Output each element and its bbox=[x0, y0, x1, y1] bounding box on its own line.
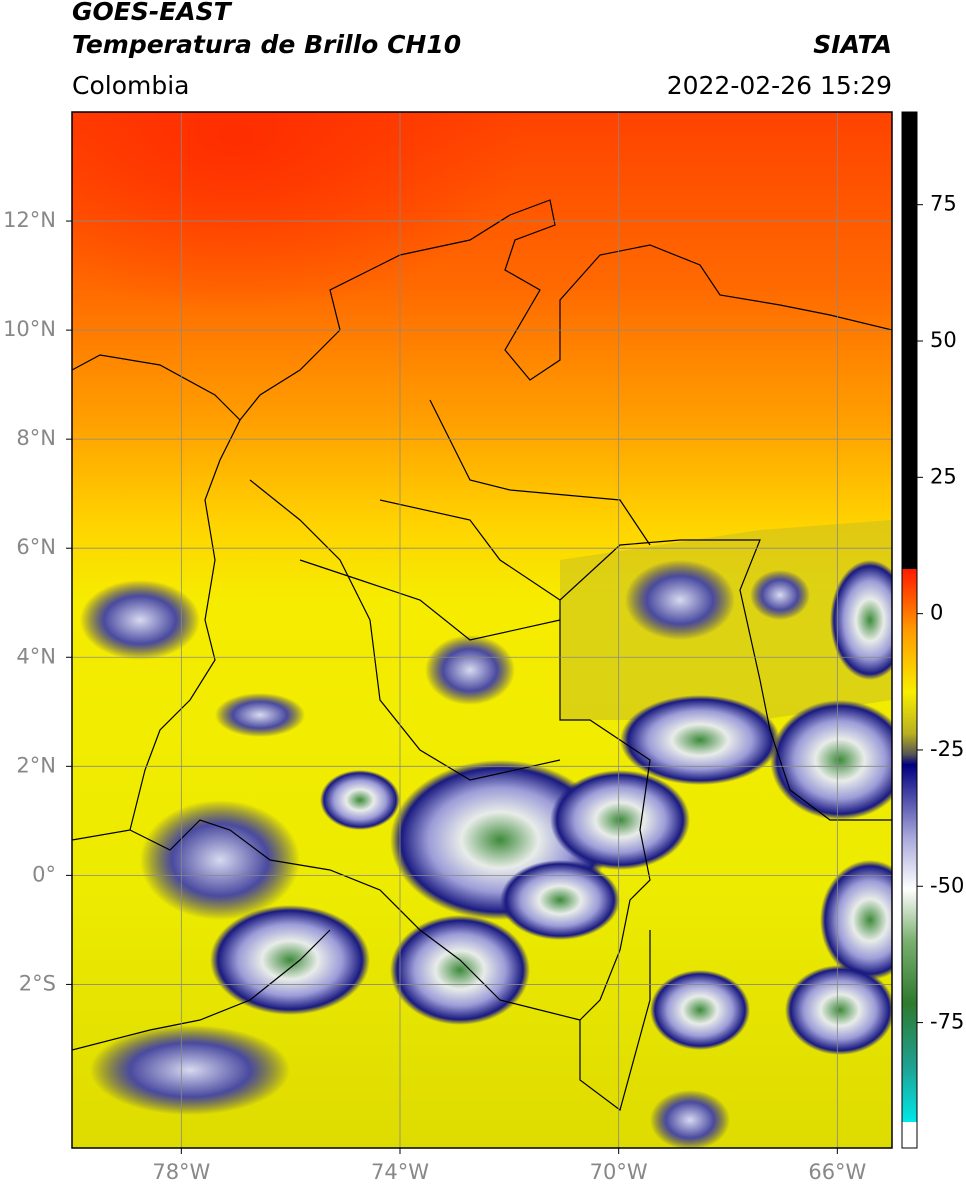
map-frame bbox=[71, 111, 893, 1149]
colorbar-tick-label: -25 bbox=[930, 737, 964, 761]
subtitle: Temperatura de Brillo CH10 bbox=[72, 30, 461, 59]
y-tick-label: 4°N bbox=[16, 644, 56, 668]
y-tick-label: 8°N bbox=[16, 426, 56, 450]
y-tick-label: 10°N bbox=[3, 317, 56, 341]
colorbar-tick-label: 0 bbox=[930, 601, 943, 625]
y-tick-label: 12°N bbox=[3, 208, 56, 232]
colorbar bbox=[901, 111, 918, 1149]
y-tick-label: 2°N bbox=[16, 753, 56, 777]
colorbar-tick-label: 25 bbox=[930, 464, 957, 488]
grid bbox=[72, 112, 892, 1148]
y-tick-label: 2°S bbox=[19, 971, 56, 995]
x-tick-label: 66°W bbox=[808, 1160, 866, 1184]
colorbar-tick-label: -75 bbox=[930, 1010, 964, 1034]
y-tick-label: 0° bbox=[32, 862, 56, 886]
datetime: 2022-02-26 15:29 bbox=[667, 71, 892, 100]
colorbar-tick-label: -50 bbox=[930, 873, 964, 897]
x-tick-label: 78°W bbox=[152, 1160, 210, 1184]
source: SIATA bbox=[813, 30, 892, 59]
region: Colombia bbox=[72, 71, 189, 100]
y-tick-label: 6°N bbox=[16, 535, 56, 559]
title: GOES-EAST bbox=[72, 0, 233, 26]
x-tick-label: 70°W bbox=[590, 1160, 648, 1184]
map-image bbox=[72, 112, 892, 1148]
x-tick-label: 74°W bbox=[371, 1160, 429, 1184]
colorbar-tick-label: 75 bbox=[930, 192, 957, 216]
colorbar-tick-label: 50 bbox=[930, 328, 957, 352]
